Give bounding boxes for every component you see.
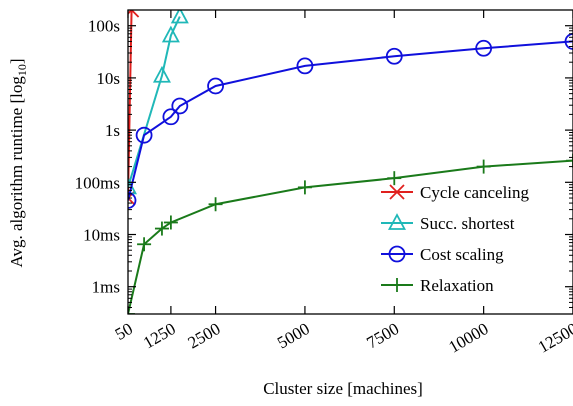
data-point-relaxation bbox=[297, 180, 312, 195]
y-axis-label-subscript: 10 bbox=[15, 64, 29, 76]
legend-marker bbox=[387, 213, 407, 230]
data-point-relaxation bbox=[208, 197, 223, 212]
x-tick-label: 2500 bbox=[185, 319, 224, 352]
data-point-relaxation bbox=[154, 221, 169, 236]
y-tick-label: 100ms bbox=[75, 173, 120, 192]
x-tick-label: 50 bbox=[112, 319, 136, 344]
data-point-relaxation bbox=[566, 153, 573, 168]
y-tick-label: 10s bbox=[96, 69, 120, 88]
y-tick-label: 1s bbox=[105, 121, 120, 140]
legend-label: Cost scaling bbox=[420, 245, 504, 264]
data-point-cost-scaling bbox=[564, 33, 573, 50]
x-tick-label: 12500 bbox=[535, 319, 573, 357]
data-point-cost-scaling bbox=[162, 108, 180, 126]
x-tick-label: 1250 bbox=[140, 319, 179, 352]
series-line-succ-shortest bbox=[128, 16, 181, 188]
legend-item-cost-scaling: Cost scaling bbox=[381, 245, 504, 264]
data-point-cost-scaling bbox=[296, 57, 314, 75]
x-axis-label: Cluster size [machines] bbox=[263, 379, 423, 398]
data-point-cost-scaling bbox=[128, 192, 137, 209]
y-axis-label-text: Avg. algorithm runtime [log bbox=[7, 76, 26, 268]
legend-label: Succ. shortest bbox=[420, 214, 515, 233]
plot-frame bbox=[127, 9, 573, 315]
data-point-relaxation bbox=[163, 215, 178, 230]
x-tick-label: 10000 bbox=[445, 319, 491, 357]
y-axis-label: Avg. algorithm runtime [log10] bbox=[7, 58, 29, 267]
x-tick-label: 7500 bbox=[363, 319, 402, 352]
data-point-succ-shortest bbox=[170, 10, 189, 24]
data-point-cost-scaling bbox=[171, 97, 189, 115]
legend-item-relaxation: Relaxation bbox=[381, 276, 494, 295]
data-point-cost-scaling bbox=[475, 39, 493, 57]
plot-area bbox=[128, 10, 573, 314]
y-minor-ticks bbox=[128, 9, 573, 315]
legend-label: Relaxation bbox=[420, 276, 494, 295]
series-line-cost-scaling bbox=[128, 40, 573, 201]
legend: Cycle canceling Succ. shortest Cost scalin… bbox=[381, 183, 530, 295]
legend-marker bbox=[390, 278, 404, 292]
data-point-cost-scaling bbox=[385, 47, 403, 65]
legend-marker bbox=[389, 184, 405, 200]
y-tick-label: 100s bbox=[88, 17, 120, 36]
data-point-cycle-canceling bbox=[128, 10, 140, 18]
legend-item-cycle-canceling: Cycle canceling bbox=[381, 183, 530, 202]
legend-item-succ-shortest: Succ. shortest bbox=[381, 213, 515, 233]
y-axis-label-close: ] bbox=[7, 58, 26, 64]
data-point-cost-scaling bbox=[207, 77, 224, 95]
data-point-relaxation bbox=[476, 159, 491, 174]
data-point-relaxation bbox=[387, 171, 402, 186]
data-point-relaxation bbox=[137, 237, 152, 252]
data-point-succ-shortest bbox=[161, 25, 180, 43]
legend-label: Cycle canceling bbox=[420, 183, 530, 202]
data-point-cost-scaling bbox=[135, 126, 153, 144]
x-tick-label: 5000 bbox=[274, 319, 313, 352]
y-tick-label: 1ms bbox=[92, 278, 120, 297]
data-point-succ-shortest bbox=[152, 65, 171, 83]
legend-marker bbox=[388, 245, 406, 263]
y-tick-label: 10ms bbox=[83, 226, 120, 245]
